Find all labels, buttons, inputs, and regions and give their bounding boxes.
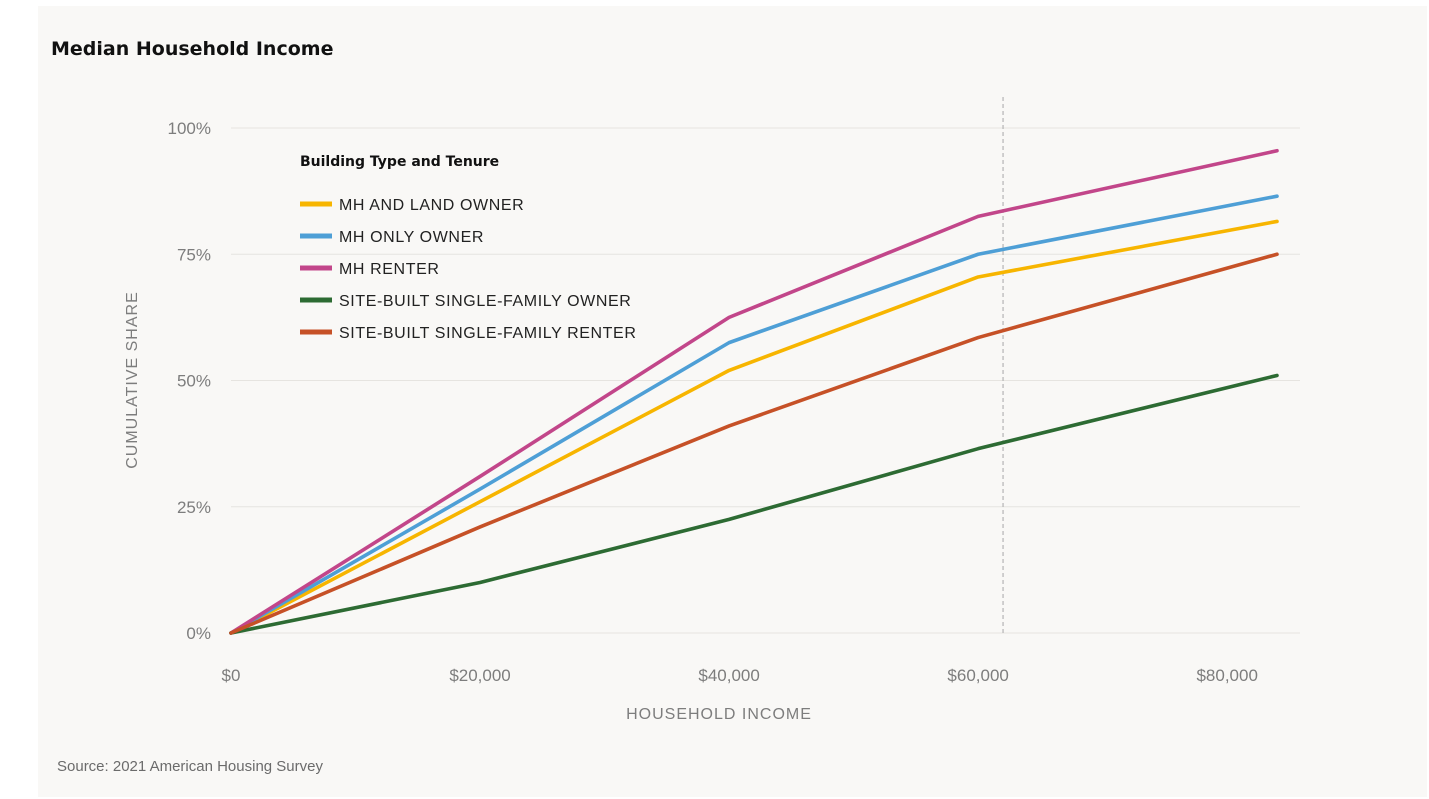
y-tick-label-0: 0% — [186, 624, 211, 643]
y-tick-label-2: 50% — [177, 372, 211, 391]
series-line-2 — [229, 148, 1279, 635]
x-axis-title: HOUSEHOLD INCOME — [626, 706, 812, 723]
legend-label-0: MH AND LAND OWNER — [339, 197, 524, 214]
legend-label-1: MH ONLY OWNER — [339, 229, 484, 246]
legend-label-3: SITE-BUILT SINGLE-FAMILY OWNER — [339, 293, 631, 310]
x-tick-label-1: $20,000 — [449, 666, 510, 685]
chart-panel — [38, 6, 1427, 797]
series-line-3 — [229, 373, 1279, 635]
series-line-1 — [229, 194, 1279, 635]
chart-title: Median Household Income — [51, 38, 334, 60]
legend-label-2: MH RENTER — [339, 261, 440, 278]
x-tick-label-2: $40,000 — [698, 666, 759, 685]
series-line-0 — [229, 219, 1279, 635]
y-tick-label-1: 25% — [177, 498, 211, 517]
x-tick-label-0: $0 — [222, 666, 241, 685]
source-note: Source: 2021 American Housing Survey — [57, 758, 323, 775]
y-axis-title: CUMULATIVE SHARE — [124, 291, 141, 469]
legend-title: Building Type and Tenure — [300, 154, 499, 170]
legend-label-4: SITE-BUILT SINGLE-FAMILY RENTER — [339, 325, 636, 342]
series-line-4 — [229, 252, 1279, 635]
x-tick-label-3: $60,000 — [947, 666, 1008, 685]
y-tick-label-3: 75% — [177, 245, 211, 264]
x-tick-label-4: $80,000 — [1196, 666, 1257, 685]
y-tick-label-4: 100% — [168, 119, 211, 138]
